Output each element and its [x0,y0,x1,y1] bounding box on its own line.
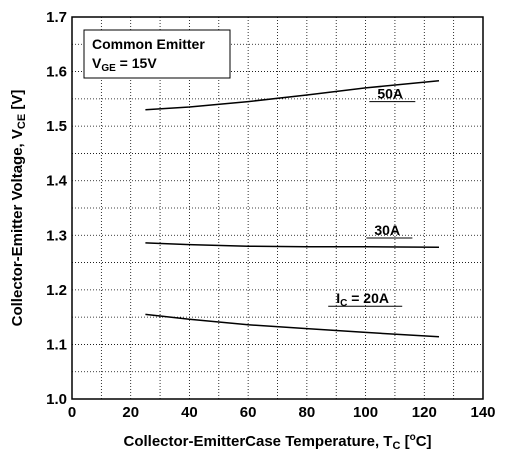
y-tick-label: 1.7 [46,9,67,26]
x-tick-label: 20 [122,404,139,421]
y-tick-label: 1.5 [46,118,67,135]
annotation-box-frame [83,29,231,79]
x-axis-label-unit-close: C] [416,433,432,450]
y-tick-label: 1.2 [46,282,67,299]
y-axis-label-unit: [V] [9,90,26,114]
x-tick-label: 0 [68,404,76,421]
y-tick-label: 1.6 [46,64,67,81]
series-label-30a-main: 30A [374,222,400,238]
y-tick-label: 1.1 [46,336,67,353]
annotation-vge-sub: GE [101,63,116,74]
series-line-1 [145,242,440,249]
annotation-vge-rest: = 15V [116,55,158,71]
x-tick-label: 40 [181,404,198,421]
series-label-50a-text: 50A [377,86,403,102]
series-label-50a: 50A [369,86,416,103]
y-tick-label: 1.0 [46,391,67,408]
x-axis-label-sub: C [392,440,400,452]
x-tick-labels: 0 20 40 60 80 100 120 140 [68,404,496,421]
series-lines [145,80,440,338]
y-tick-label: 1.3 [46,227,67,244]
x-axis-label-unit-sup: o [410,432,416,443]
x-tick-label: 120 [412,404,437,421]
x-tick-label: 60 [240,404,257,421]
plot-frame [71,16,484,400]
y-axis-label-main: Collector-Emitter Voltage, V [9,129,26,326]
x-axis-label: Collector-EmitterCase Temperature, TC [o… [123,432,431,452]
x-tick-label: 140 [470,404,495,421]
series-label-20a-main: I [336,290,340,306]
y-tick-label: 1.4 [46,173,68,190]
series-label-50a-main: 50A [377,86,403,102]
series-label-20a-sub: C [340,298,347,309]
series-label-20a-rest: = 20A [347,290,389,306]
x-axis-label-main: Collector-EmitterCase Temperature, T [123,433,392,450]
series-label-30a-text: 30A [374,222,400,238]
annotation-vge-main: V [92,55,102,71]
series-line-2 [145,313,440,338]
x-axis-label-unit-open: [ [400,433,409,450]
series-label-20a: IC = 20A [328,290,403,309]
y-axis-label-sub: CE [16,114,28,129]
series-label-30a: 30A [366,222,413,239]
annotation-line-1: Common Emitter [92,36,205,52]
annotation-line-2: VGE = 15V [92,55,157,74]
x-tick-label: 80 [299,404,316,421]
series-line-0 [145,80,440,111]
x-tick-label: 100 [353,404,378,421]
y-tick-labels: 1.0 1.1 1.2 1.3 1.4 1.5 1.6 1.7 [46,9,68,408]
grid [72,17,483,399]
annotation-box: Common Emitter VGE = 15V [83,29,231,79]
series-label-20a-text: IC = 20A [336,290,389,309]
y-axis-label: Collector-Emitter Voltage, VCE [V] [9,90,28,327]
